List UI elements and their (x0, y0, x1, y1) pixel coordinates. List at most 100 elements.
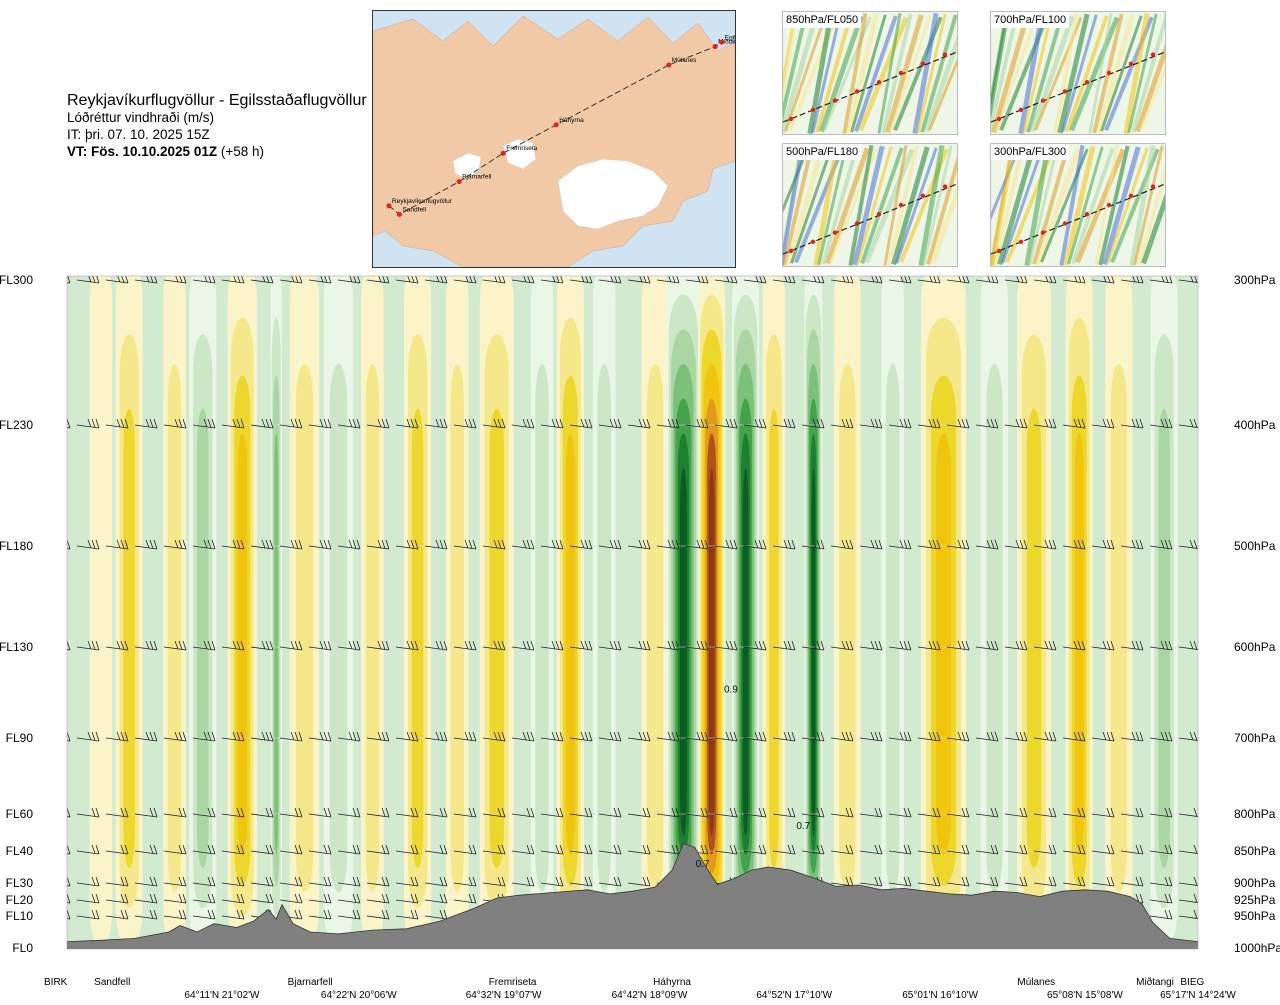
wind-barb (1004, 276, 1028, 284)
wind-barb (134, 418, 158, 429)
wind-barb (1091, 640, 1115, 651)
wind-barb (1033, 844, 1057, 855)
wind-barb (67, 418, 71, 429)
wind-barb (424, 844, 448, 855)
wind-band-shade (839, 364, 856, 892)
wind-band-shade (167, 364, 182, 892)
wind-barb (395, 731, 419, 742)
wind-barb (1004, 807, 1028, 818)
wind-barb (337, 807, 361, 818)
route-coordinate-label: 65°08'N 15°08'W (1047, 990, 1123, 1001)
wind-barb (366, 418, 390, 429)
wind-band (361, 276, 384, 948)
wind-barb (105, 418, 129, 429)
wind-barb (598, 276, 622, 284)
wind-barb (134, 731, 158, 742)
wind-barb (105, 807, 129, 818)
wind-barb (598, 876, 622, 887)
wind-barb (685, 640, 709, 651)
wind-band-shade (1158, 408, 1170, 868)
wind-barb (453, 539, 477, 550)
wind-barb (105, 909, 129, 920)
wind-band (1105, 276, 1133, 948)
wind-barb (656, 640, 680, 651)
wind-barb (1178, 844, 1198, 854)
wind-barb (1120, 876, 1144, 887)
wind-barb (511, 276, 535, 284)
wind-barb (714, 418, 738, 429)
wind-band-shade (935, 433, 952, 855)
wind-band-shade (565, 433, 575, 855)
pressure-level-label: 600hPa (1234, 640, 1276, 654)
wind-barb (714, 640, 738, 651)
flight-level-label: FL60 (6, 807, 34, 821)
wind-barb (656, 731, 680, 742)
wind-barb (1178, 893, 1198, 903)
route-point-label: Bjarnarfell (462, 174, 492, 181)
wind-barb (627, 876, 651, 887)
route-coordinate-label: 64°52'N 17°10'W (756, 990, 832, 1001)
issue-time: IT: þri. 07. 10. 2025 15Z (67, 127, 210, 142)
wind-barb (482, 876, 506, 887)
wind-barb (830, 539, 854, 550)
wind-band (89, 276, 113, 948)
wind-barb (395, 893, 419, 904)
wind-barb (598, 640, 622, 651)
cross-section-chart: 0.90.70.7 FL300FL230FL180FL130FL90FL60FL… (0, 273, 1280, 1001)
route-point-label: Miðtangi (718, 38, 735, 46)
wind-barb (1062, 876, 1086, 887)
wind-barb (1178, 807, 1198, 817)
wind-barb (163, 893, 187, 904)
wind-barb (337, 418, 361, 429)
wind-barb (975, 539, 999, 550)
wind-barb (1004, 418, 1028, 429)
wind-barb (366, 539, 390, 550)
wind-barb (801, 539, 825, 550)
wind-barb (1149, 807, 1173, 818)
wind-barb (714, 844, 738, 855)
wind-barb (366, 876, 390, 887)
wind-band-shade (986, 364, 1003, 892)
wind-barb (1178, 731, 1198, 741)
flight-level-label: FL90 (6, 731, 34, 745)
route-point (719, 39, 725, 45)
wind-barb (337, 893, 361, 904)
wind-band (666, 276, 701, 948)
wind-barb (946, 731, 970, 742)
wind-barb (221, 807, 245, 818)
wind-barb (1149, 909, 1173, 920)
route-coordinate-label: 64°11'N 21°02'W (184, 990, 260, 1001)
wind-band-shade (274, 433, 279, 855)
wind-barb (569, 807, 593, 818)
valid-time: VT: Fös. 10.10.2025 01Z (+58 h) (67, 143, 367, 160)
wind-barb (743, 276, 767, 284)
wind-barb (395, 539, 419, 550)
wind-barb (656, 276, 680, 284)
wind-barb (192, 893, 216, 904)
wind-barb (888, 418, 912, 429)
wind-band-shade (196, 408, 209, 868)
wind-barb (424, 640, 448, 651)
wind-barb (801, 640, 825, 651)
wind-barb (163, 418, 187, 429)
wind-barb (888, 276, 912, 284)
plot-frame (66, 275, 1199, 950)
wind-barb (772, 276, 796, 284)
wind-barb (714, 276, 738, 284)
wind-barb (192, 909, 216, 920)
wind-barb (540, 807, 564, 818)
wind-barb (395, 807, 419, 818)
route-point-label: Reykjavíkurflugvöllur (392, 198, 453, 205)
wind-barb (279, 893, 303, 904)
wind-band-shade (646, 364, 664, 892)
wind-barb (1062, 807, 1086, 818)
wind-barb (743, 807, 767, 818)
terrain-profile (67, 843, 1198, 949)
wind-barb (67, 731, 71, 742)
title-block: Reykjavíkurflugvöllur - Egilsstaðaflugvö… (67, 92, 367, 160)
wind-barb (221, 844, 245, 855)
wind-barb (192, 418, 216, 429)
wind-barb (801, 807, 825, 818)
wind-barb (1062, 418, 1086, 429)
wind-barb (250, 418, 274, 429)
